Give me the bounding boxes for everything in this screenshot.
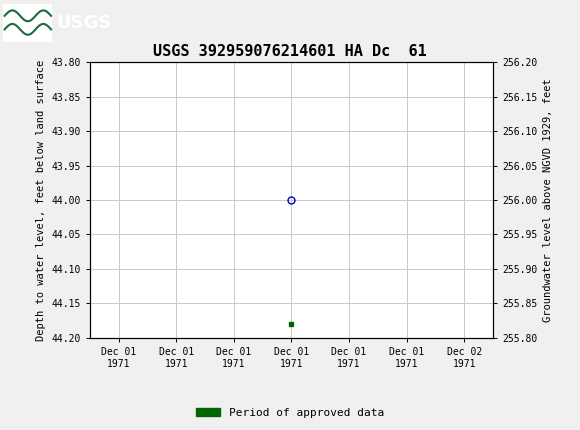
- Text: USGS: USGS: [57, 14, 112, 31]
- Bar: [3, 3, 52, 42]
- Y-axis label: Groundwater level above NGVD 1929, feet: Groundwater level above NGVD 1929, feet: [543, 78, 553, 322]
- Text: USGS 392959076214601 HA Dc  61: USGS 392959076214601 HA Dc 61: [153, 44, 427, 59]
- Y-axis label: Depth to water level, feet below land surface: Depth to water level, feet below land su…: [36, 59, 46, 341]
- Legend: Period of approved data: Period of approved data: [191, 403, 389, 422]
